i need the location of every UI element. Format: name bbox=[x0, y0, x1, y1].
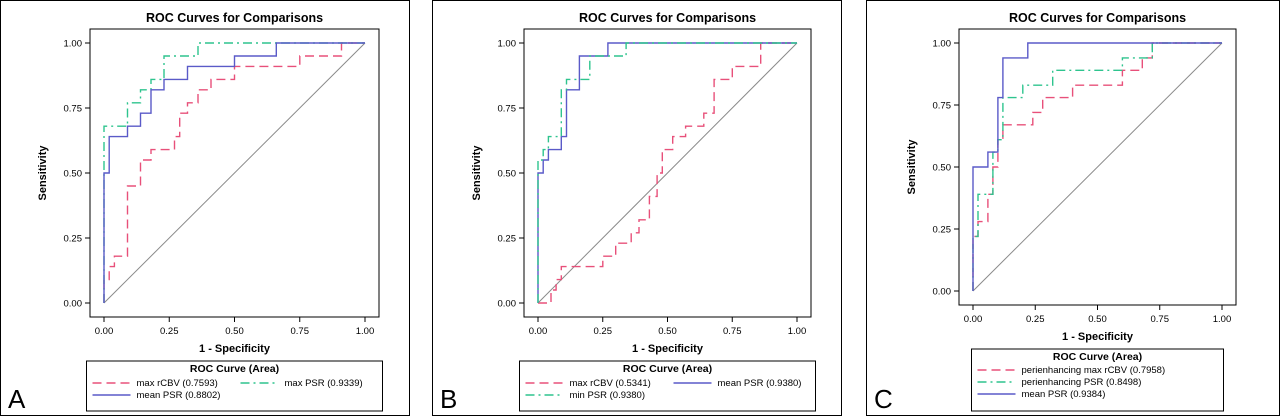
legend-series-name: max PSR bbox=[285, 378, 325, 389]
chart-panel-a: ROC Curves for Comparisons 0.00 0.25 0.50 0.… bbox=[0, 0, 410, 416]
legend-series-name: perienhancing max rCBV bbox=[1022, 365, 1128, 376]
series-line bbox=[103, 42, 365, 303]
panel-frame bbox=[866, 0, 1280, 416]
legend-series-area: (0.7958) bbox=[1127, 365, 1165, 376]
x-tick-label: 1.00 bbox=[788, 326, 807, 337]
legend-entry: max PSR (0.9339) bbox=[285, 378, 363, 389]
legend-series-name: mean PSR bbox=[1022, 389, 1068, 400]
legend-title: ROC Curve (Area) bbox=[623, 363, 712, 375]
legend-series-area: (0.9384) bbox=[1067, 389, 1105, 400]
legend-series-area: (0.8498) bbox=[1103, 377, 1141, 388]
y-tick-label: 0.00 bbox=[498, 299, 517, 310]
reference-diagonal bbox=[103, 42, 366, 304]
chart-title: ROC Curves for Comparisons bbox=[146, 11, 323, 25]
y-axis-label: Sensitivity bbox=[471, 145, 483, 201]
x-tick-label: 0.25 bbox=[1026, 314, 1045, 325]
legend-entry: max rCBV (0.5341) bbox=[570, 378, 651, 389]
x-tick-label: 0.00 bbox=[529, 326, 548, 337]
panel-letter: C bbox=[874, 384, 893, 414]
legend-series-area: (0.7593) bbox=[180, 378, 218, 389]
y-tick-label: 0.25 bbox=[64, 234, 83, 245]
y-tick-label: 0.50 bbox=[64, 169, 83, 180]
legend-entry: mean PSR (0.9384) bbox=[1022, 389, 1106, 400]
x-tick-label: 0.75 bbox=[1151, 314, 1170, 325]
legend-box bbox=[86, 360, 383, 412]
panel-frame bbox=[0, 0, 410, 416]
y-axis-label: Sensitivity bbox=[37, 145, 49, 201]
x-tick-label: 0.75 bbox=[291, 326, 310, 337]
panel-letter: A bbox=[8, 384, 26, 414]
y-tick-label: 0.75 bbox=[933, 101, 952, 112]
legend-series-area: (0.9380) bbox=[607, 390, 645, 401]
y-axis-label: Sensitivity bbox=[906, 139, 918, 195]
y-tick-label: 0.50 bbox=[933, 163, 952, 174]
legend-box bbox=[971, 348, 1224, 412]
legend-series-name: mean PSR bbox=[718, 378, 764, 389]
panel-frame bbox=[432, 0, 842, 416]
y-tick-label: 0.00 bbox=[933, 287, 952, 298]
series-line bbox=[972, 42, 1222, 291]
x-tick-label: 0.50 bbox=[225, 326, 244, 337]
y-tick-label: 0.25 bbox=[498, 234, 517, 245]
x-axis-label: 1 - Specificity bbox=[1062, 331, 1134, 343]
x-tick-label: 0.75 bbox=[723, 326, 742, 337]
legend-series-name: perienhancing PSR bbox=[1022, 377, 1104, 388]
chart-panel-c: ROC Curves for Comparisons 0.00 0.25 0.50 0.… bbox=[866, 0, 1280, 416]
legend-series-area: (0.5341) bbox=[613, 378, 651, 389]
legend-series-name: max rCBV bbox=[137, 378, 181, 389]
legend-entry: perienhancing PSR (0.8498) bbox=[1022, 377, 1142, 388]
legend-entry: mean PSR (0.9380) bbox=[718, 378, 802, 389]
y-tick-label: 0.25 bbox=[933, 225, 952, 236]
x-tick-label: 0.00 bbox=[964, 314, 983, 325]
legend-series-area: (0.9339) bbox=[325, 378, 363, 389]
x-tick-label: 0.50 bbox=[658, 326, 677, 337]
x-tick-label: 0.00 bbox=[95, 326, 114, 337]
legend-series-name: max rCBV bbox=[570, 378, 614, 389]
y-tick-label: 0.75 bbox=[498, 104, 517, 115]
legend-series-name: min PSR bbox=[570, 390, 608, 401]
y-tick-label: 1.00 bbox=[498, 39, 517, 50]
legend-series-name: mean PSR bbox=[137, 390, 183, 401]
x-tick-label: 1.00 bbox=[356, 326, 375, 337]
series-line bbox=[103, 42, 365, 303]
legend-entry: min PSR (0.9380) bbox=[570, 390, 646, 401]
chart-title: ROC Curves for Comparisons bbox=[1009, 11, 1186, 25]
legend-series-area: (0.9380) bbox=[763, 378, 801, 389]
legend-title: ROC Curve (Area) bbox=[1053, 351, 1142, 363]
legend-series-area: (0.8802) bbox=[182, 390, 220, 401]
series-line bbox=[538, 42, 797, 304]
legend-entry: perienhancing max rCBV (0.7958) bbox=[1022, 365, 1166, 376]
legend-entry: max rCBV (0.7593) bbox=[137, 378, 218, 389]
chart-title: ROC Curves for Comparisons bbox=[579, 11, 756, 25]
x-tick-label: 0.50 bbox=[1088, 314, 1107, 325]
y-tick-label: 0.00 bbox=[64, 299, 83, 310]
y-tick-label: 1.00 bbox=[64, 39, 83, 50]
reference-diagonal bbox=[972, 42, 1223, 292]
y-tick-label: 1.00 bbox=[933, 39, 952, 50]
x-tick-label: 0.25 bbox=[594, 326, 613, 337]
x-axis-label: 1 - Specificity bbox=[199, 343, 271, 355]
y-tick-label: 0.50 bbox=[498, 169, 517, 180]
series-line bbox=[537, 42, 797, 303]
y-tick-label: 0.75 bbox=[64, 104, 83, 115]
x-axis-label: 1 - Specificity bbox=[632, 343, 704, 355]
reference-diagonal bbox=[537, 42, 798, 304]
x-tick-label: 1.00 bbox=[1213, 314, 1232, 325]
chart-panel-b: ROC Curves for Comparisons 0.00 0.25 0.50 0.… bbox=[432, 0, 842, 416]
series-line bbox=[972, 42, 1222, 291]
legend-title: ROC Curve (Area) bbox=[190, 363, 279, 375]
legend-box bbox=[519, 360, 816, 412]
x-tick-label: 0.25 bbox=[160, 326, 179, 337]
panel-letter: B bbox=[440, 384, 457, 414]
legend-entry: mean PSR (0.8802) bbox=[137, 390, 221, 401]
